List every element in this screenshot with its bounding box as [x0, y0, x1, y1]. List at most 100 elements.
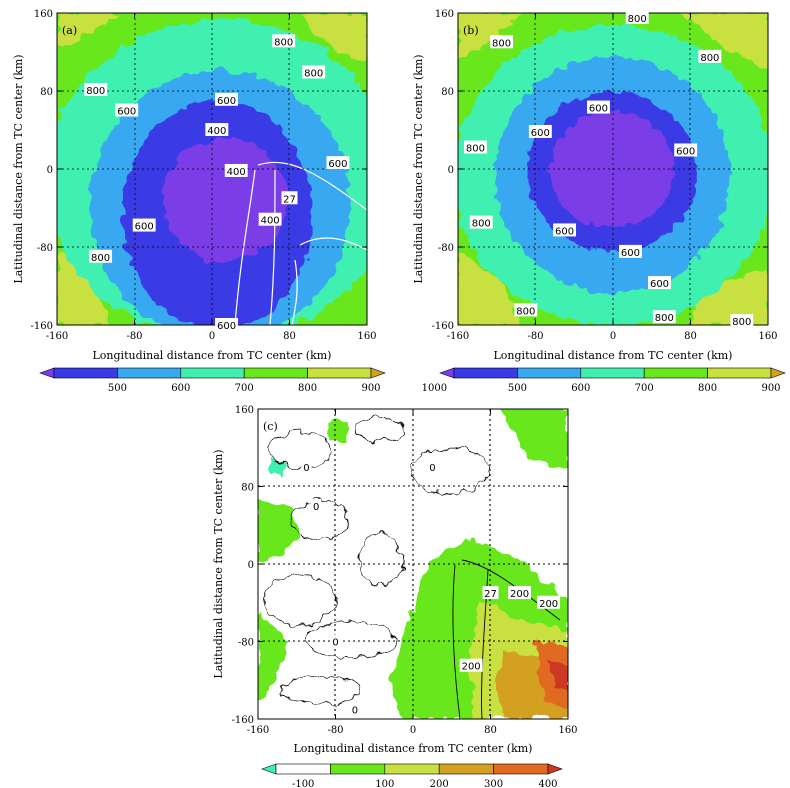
panel-b-colorbar-segment [707, 367, 772, 379]
panel-b-ytick-label: 160 [435, 9, 454, 20]
panel-c-xtick-label: 160 [558, 725, 577, 736]
panel-a-ytick-label: -160 [31, 321, 53, 332]
panel-c-grid [258, 409, 568, 719]
panel-a-xtick-label: -80 [126, 331, 142, 342]
panel-a-colorbar-label: 900 [361, 383, 380, 394]
panel-c-colorbar-segment [275, 763, 331, 775]
panel-b-contour-label-text: 600 [621, 248, 640, 259]
panel-b-contour-label-bg [469, 215, 493, 229]
panel-a-contour-label-bg [115, 103, 139, 117]
panel-b-contour-label-bg [625, 10, 649, 24]
panel-c-xtick-label: 0 [410, 725, 416, 736]
panel-c-contour-labels: 0 0 0 0 0 200 200 200 27 [301, 460, 561, 716]
panel-a-contour-label-bg [132, 218, 156, 232]
panel-b-contour-label-bg [490, 35, 514, 49]
panel-b-contour-label-text: 800 [700, 53, 719, 64]
panel-c-contour-label-bg [301, 460, 312, 474]
panel-b-contour-label-bg [698, 49, 722, 63]
panel-c-ytick-label: 0 [248, 560, 254, 571]
panel-a-colorbar-segment [180, 367, 245, 379]
panel-c-contour-label: 0 [310, 498, 322, 513]
panel-a-contour-label-text: 400 [207, 126, 226, 137]
panel-a-contour-label: 400 [258, 212, 282, 227]
panel-b-contour-label-text: 600 [589, 104, 608, 115]
panel-c-colorbar-max-arrow [547, 763, 563, 775]
panel-a-ylabel: Latitudinal distance from TC center (km) [12, 54, 25, 283]
panel-b-xtick-label: -80 [527, 331, 543, 342]
panel-c-colorbar: -100 100 200 300 400 [261, 763, 563, 788]
panel-a-ytick-label: -80 [37, 243, 53, 254]
panel-b-xlabel: Longitudinal distance from TC center (km… [494, 349, 733, 362]
panel-b-contour-label-text: 600 [555, 226, 574, 237]
panel-c-contour-label: 200 [537, 595, 561, 610]
panel-b-label: (b) [463, 24, 479, 37]
panel-b-colorbar-min-arrow [439, 367, 455, 379]
panel-c-contour-label-text: 0 [352, 705, 358, 716]
panel-c-ticks: -160 -80 0 80 160 -160 -80 0 80 160 [232, 405, 578, 736]
panel-b-contour-label: 800 [469, 215, 493, 230]
panel-b-ylabel: Latitudinal distance from TC center (km) [412, 54, 425, 283]
panel-a-contour-label: 800 [272, 34, 296, 48]
panel-c-contour-label-bg [537, 595, 561, 609]
panel-c-contour-label: 200 [459, 658, 483, 673]
panel-b-contour-label: 800 [463, 140, 487, 155]
panel-a-colorbar: 500 600 700 800 900 1000 [39, 367, 447, 394]
panel-a-colorbar-segment [307, 367, 372, 379]
panel-b-contour-label-text: 800 [516, 306, 535, 317]
panel-b-ticks: -160 -80 0 80 160 -160 -80 0 80 160 [432, 9, 778, 342]
panel-b-colorbar-label: 700 [635, 383, 654, 394]
panel-a-ytick-label: 0 [47, 165, 53, 176]
panel-c-label: (c) [263, 420, 278, 433]
panel-a-contour-label: 600 [115, 103, 139, 118]
panel-b-contour-label-text: 800 [732, 317, 751, 328]
panel-c-contour-label-bg [459, 658, 483, 672]
panel-c-colorbar-label: 100 [375, 779, 394, 788]
panel-a-contour-label-text: 600 [328, 159, 347, 170]
panel-c-contour-label: 0 [301, 460, 312, 474]
panel-a-xtick-label: -160 [46, 331, 68, 342]
panel-b-contour-label: 800 [490, 35, 514, 49]
panel-a-contour-label-bg [302, 65, 326, 79]
panel-a-contour-label-bg [224, 163, 248, 177]
panel-a-contour-label: 400 [205, 123, 229, 137]
panel-b-xtick-label: 160 [758, 331, 777, 342]
panel-c-ytick-label: -160 [232, 715, 254, 726]
panel-b-contour-label-text: 600 [531, 128, 550, 139]
panel-c-colorbar-min-arrow [261, 763, 277, 775]
panel-a-contour-labels: 800 800 800 600 600 400 400 600 600 400 800 600 27 [84, 34, 350, 332]
panel-b-contour-label-text: 800 [492, 38, 511, 49]
panel-c: 0 0 0 0 0 200 200 200 27 (c) -160 -80 0 80 160 -160 -8… [212, 405, 578, 788]
panel-c-colorbar-segment [493, 763, 549, 775]
panel-c-contour-label: 0 [349, 702, 361, 716]
panel-a-colorbar-segment [117, 367, 182, 379]
panel-b-field [458, 13, 768, 325]
panel-c-overlay-label-text: 27 [484, 589, 497, 600]
panel-a-contour-label: 400 [224, 163, 248, 178]
panel-a-contour-label-text: 400 [261, 216, 280, 227]
panel-c-contour-label-bg [508, 586, 532, 600]
panel-b-contour-label-bg [463, 140, 487, 154]
panel-c-contour-label-text: 200 [539, 599, 558, 610]
panel-b-xtick-label: 0 [610, 331, 616, 342]
panel-a-contour-label-bg [272, 34, 296, 48]
panel-a-contour-label-bg [326, 156, 350, 170]
panel-c-contour-label-bg [349, 702, 361, 716]
panel-b-colorbar-segment [643, 367, 708, 379]
panel-b-ytick-label: -160 [432, 321, 454, 332]
panel-c-contour-label-text: 0 [429, 463, 435, 474]
panel-a-overlay-label: 27 [281, 191, 298, 205]
panel-b-contour-label: 600 [648, 276, 671, 290]
panel-a-contour-label: 800 [84, 83, 108, 97]
panel-b-contour-label-text: 800 [655, 313, 674, 324]
panel-a-overlay-contours [234, 161, 367, 325]
panel-c-level-400 [535, 640, 568, 710]
panel-b-contour-label-text: 600 [650, 279, 669, 290]
panel-a-colorbar-label: 1000 [422, 383, 447, 394]
panel-c-contour-label-text: 0 [332, 638, 338, 649]
panel-c-colorbar-label: 200 [430, 779, 449, 788]
panel-b-colorbar-segment [517, 367, 582, 379]
panel-a-contour-label: 600 [326, 156, 350, 170]
